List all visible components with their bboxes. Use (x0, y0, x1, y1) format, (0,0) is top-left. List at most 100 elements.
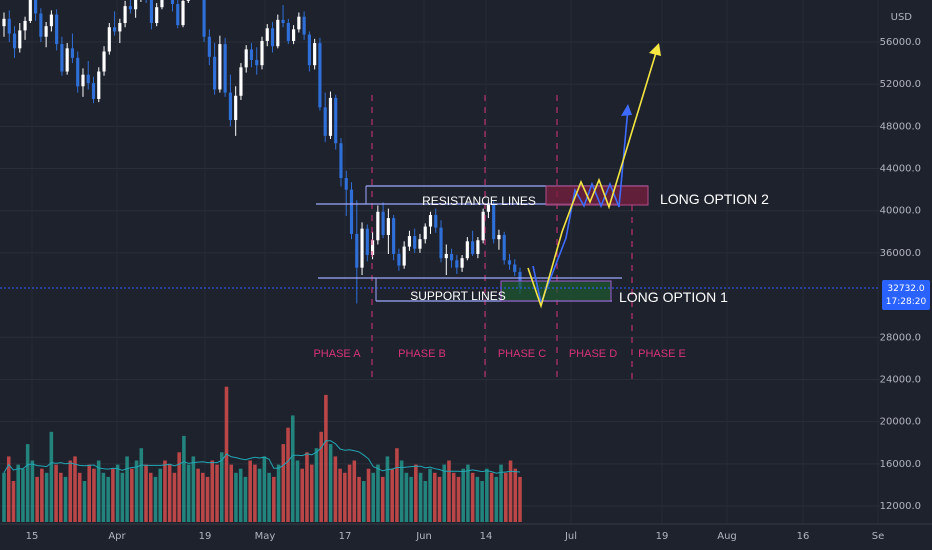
candle (334, 95, 337, 150)
grid (0, 0, 880, 524)
candle (313, 39, 316, 70)
candle-body (371, 240, 374, 255)
volume-bar (111, 469, 115, 522)
volume-bar (50, 432, 54, 522)
candle (403, 241, 406, 268)
candle (66, 43, 69, 75)
volume-bar (173, 473, 177, 522)
phase-label-d: PHASE D (569, 348, 617, 360)
candle-body (71, 48, 74, 57)
candle (387, 209, 390, 254)
candle-body (34, 0, 37, 14)
volume-bar (282, 444, 286, 522)
projection-yellow-arrowhead (649, 43, 661, 56)
volume-bar (73, 456, 77, 522)
volume-bar (348, 465, 352, 522)
volume-bar (300, 469, 304, 522)
phase-label-b: PHASE B (398, 348, 446, 360)
time-axis[interactable]: 15 Apr 19 May 17 Jun 14 Jul 19 Aug 16 Se (26, 531, 885, 542)
volume-bar (452, 473, 456, 522)
candle-body (81, 75, 84, 87)
phase-label-a: PHASE A (313, 348, 361, 360)
projection-blue-arrowhead (621, 104, 632, 116)
candle-body (92, 83, 95, 99)
candle (445, 244, 448, 275)
candle (2, 12, 5, 36)
candle-body (403, 247, 406, 266)
candle (145, 0, 148, 3)
projection-yellow (528, 46, 658, 306)
candle (181, 0, 184, 27)
x-tick-label: Apr (108, 531, 126, 542)
volume-bar (353, 461, 357, 523)
phase-label-c: PHASE C (498, 348, 546, 360)
volume-bar (485, 469, 489, 522)
candle (118, 19, 121, 43)
candle (13, 26, 16, 58)
volume-bar (140, 448, 144, 522)
candle (503, 232, 506, 265)
candle-body (87, 75, 90, 83)
candle (461, 255, 464, 272)
volume-bar (390, 469, 394, 522)
volume-bar (35, 477, 39, 522)
volume-bar (102, 473, 106, 522)
candle (139, 0, 142, 2)
volume-bar (239, 469, 243, 522)
candle-body (434, 215, 437, 228)
currency-label: USD (891, 12, 913, 23)
candle-body (234, 96, 237, 120)
volume-bar (414, 465, 418, 522)
candle (81, 68, 84, 96)
candle-body (345, 178, 348, 190)
candle-body (313, 43, 316, 65)
volume-bar (324, 395, 328, 522)
candle (60, 37, 63, 76)
candle (434, 209, 437, 233)
candle (229, 75, 232, 127)
projection-paths (528, 43, 661, 306)
candle-body (102, 51, 105, 71)
candle (224, 38, 227, 97)
candle (129, 0, 132, 14)
phase-label-e: PHASE E (638, 348, 686, 360)
price-axis[interactable]: 56000.0 52000.0 48000.0 44000.0 40000.0 36000… (880, 37, 921, 512)
candle-body (260, 41, 263, 65)
support-label: SUPPORT LINES (410, 289, 506, 303)
volume-bar (395, 448, 399, 522)
candle (350, 182, 353, 239)
candle (76, 51, 79, 92)
volume-bar (163, 461, 167, 523)
candle-body (297, 17, 300, 30)
candle-body (266, 28, 269, 41)
y-tick-label: 16000.0 (880, 459, 921, 470)
candle-body (513, 265, 516, 272)
candle (71, 34, 74, 64)
y-tick-label: 36000.0 (880, 248, 921, 259)
volume-bar (69, 461, 73, 523)
volume-bar (192, 456, 196, 522)
candle-body (445, 254, 448, 258)
volume-bar (92, 469, 96, 522)
volume-bar (206, 477, 210, 522)
candle (318, 38, 321, 111)
x-tick-label: 15 (26, 531, 39, 542)
volume-bar (518, 477, 522, 522)
candle-body (155, 7, 158, 23)
x-tick-label: 19 (656, 531, 669, 542)
candle-body (150, 0, 153, 23)
candle (18, 23, 21, 53)
volume-bar (513, 469, 517, 522)
volume-bar (177, 452, 181, 522)
volume-bar (220, 452, 224, 522)
candle-body (171, 0, 174, 4)
candle-body (213, 57, 216, 90)
volume-bar (45, 473, 49, 522)
volume-bars (2, 387, 522, 522)
candle-body (39, 14, 42, 37)
candle-body (203, 0, 206, 37)
candle (39, 8, 42, 42)
y-tick-label: 12000.0 (880, 501, 921, 512)
candle (508, 254, 511, 270)
